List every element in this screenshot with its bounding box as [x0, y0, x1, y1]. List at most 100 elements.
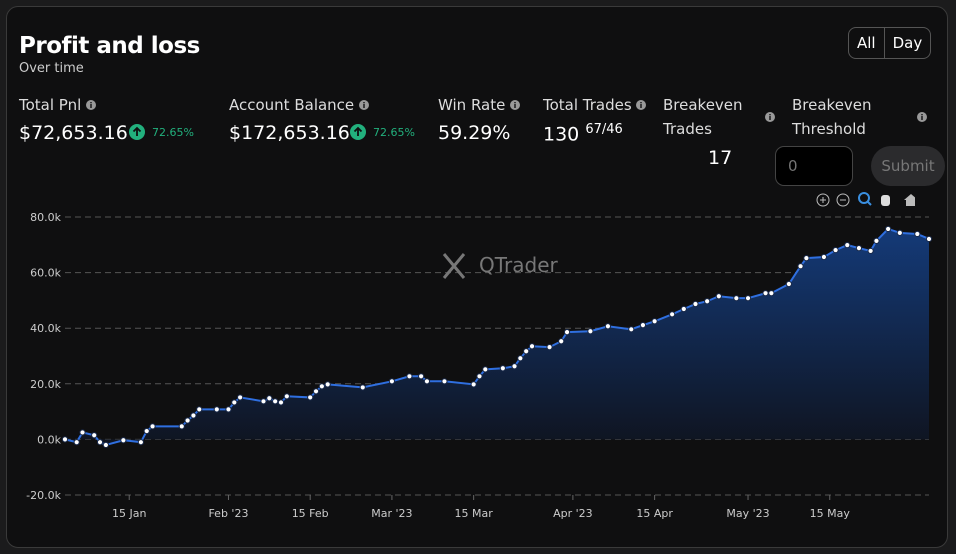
info-icon[interactable]: [510, 100, 521, 110]
range-buttons: All Day: [848, 27, 932, 59]
y-tick-label: 20.0k: [30, 378, 61, 391]
point: [196, 406, 203, 413]
x-tick-label: 15 Mar: [455, 507, 494, 520]
point: [149, 423, 156, 430]
point: [470, 381, 477, 388]
point: [277, 399, 285, 406]
info-icon[interactable]: [86, 100, 97, 110]
label: Win Rate: [438, 96, 506, 114]
point: [669, 311, 676, 318]
info-icon[interactable]: [765, 112, 775, 122]
detail: 67/46: [585, 122, 623, 137]
stat-label: Total Trades: [543, 93, 647, 117]
stat-value: 130 67/46: [543, 122, 623, 145]
point: [733, 295, 740, 302]
stat-label: Account Balance: [229, 93, 369, 117]
point: [546, 344, 553, 351]
zoom-in[interactable]: [816, 193, 830, 207]
reset[interactable]: [904, 194, 915, 206]
stat-label: Win Rate: [438, 93, 521, 117]
zoom-out[interactable]: [836, 193, 850, 207]
point: [178, 423, 185, 430]
x-tick-label: 15 Apr: [636, 507, 673, 520]
threshold-input[interactable]: [775, 146, 853, 186]
point: [190, 412, 197, 419]
label: Account Balance: [229, 96, 355, 114]
point: [231, 399, 238, 406]
x-tick-label: 15 May: [810, 507, 851, 520]
point: [639, 322, 647, 329]
point: [499, 365, 506, 372]
value: 130: [543, 123, 580, 146]
point: [73, 439, 80, 446]
pan[interactable]: [881, 195, 890, 206]
stat-value: $72,653.16: [19, 122, 128, 144]
point: [511, 363, 518, 370]
point: [762, 290, 769, 297]
point: [318, 383, 325, 390]
point: [651, 318, 658, 325]
x-tick-label: 15 Jan: [112, 507, 146, 520]
y-tick-label: -20.0k: [26, 489, 61, 502]
x-tick-label: 15 Feb: [292, 507, 329, 520]
title: Profit and loss: [19, 33, 200, 59]
point: [867, 247, 874, 255]
submit-button[interactable]: Submit: [871, 146, 945, 186]
stat-label: Total Pnl: [19, 93, 97, 117]
info-icon[interactable]: [917, 112, 927, 122]
point: [79, 429, 86, 436]
point: [925, 235, 933, 243]
point: [680, 305, 687, 313]
card: Profit and loss Over time All Day Total P…: [6, 6, 948, 548]
point: [359, 384, 366, 391]
point: [307, 394, 314, 401]
area: [65, 228, 929, 445]
point: [225, 406, 232, 413]
x-tick-label: Feb '23: [208, 507, 248, 520]
button[interactable]: Day: [883, 28, 931, 58]
point: [272, 398, 279, 405]
stat-label: Breakeven Trades: [663, 96, 743, 138]
label: Total Trades: [543, 96, 632, 114]
point: [96, 439, 104, 446]
y-tick-label: 40.0k: [30, 322, 61, 335]
stat-label: Breakeven Threshold: [792, 96, 872, 138]
point: [528, 343, 536, 350]
watermark-logo: [442, 253, 466, 279]
point: [184, 417, 191, 424]
point: [213, 406, 220, 413]
x-tick-label: Apr '23: [553, 507, 593, 520]
button[interactable]: All: [857, 34, 876, 52]
zoom-select[interactable]: [858, 192, 872, 206]
point: [768, 290, 775, 297]
point: [785, 280, 792, 288]
point: [885, 225, 892, 233]
point: [820, 253, 828, 261]
chart: -20.0k 0.0k 20.0k 40.0k 60.0k 80.0k 15 Jan Feb …: [26, 211, 933, 520]
point: [844, 241, 851, 249]
point: [715, 293, 722, 300]
point: [873, 237, 880, 245]
point: [482, 366, 489, 373]
point: [628, 326, 635, 333]
point: [604, 323, 612, 330]
point: [102, 441, 109, 449]
y-tick-label: 80.0k: [30, 211, 61, 224]
chart-toolbar: [816, 192, 915, 207]
point: [704, 298, 711, 305]
point: [914, 230, 921, 238]
x-tick-label: Mar '23: [371, 507, 412, 520]
info-icon[interactable]: [636, 100, 647, 110]
up-icon: [129, 124, 145, 140]
info-icon[interactable]: [358, 100, 369, 110]
point: [832, 246, 839, 254]
subtitle: Over time: [19, 61, 84, 76]
point: [744, 295, 752, 302]
point: [563, 328, 571, 336]
point: [388, 378, 396, 385]
point: [143, 427, 150, 435]
point: [324, 381, 331, 388]
point: [120, 437, 127, 444]
point: [237, 394, 244, 401]
point: [476, 373, 483, 380]
